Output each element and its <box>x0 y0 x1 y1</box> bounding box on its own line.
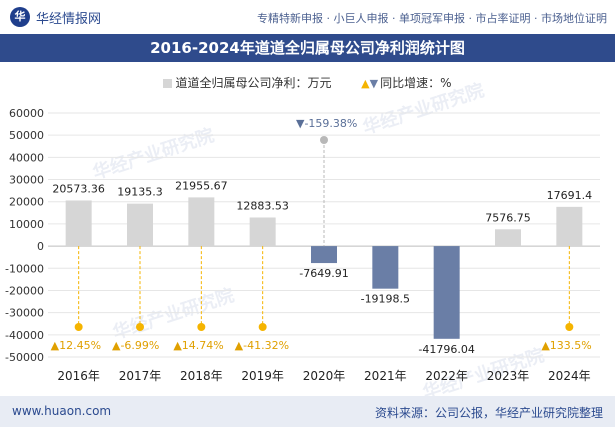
growth-label: ▼-159.38% <box>296 117 357 130</box>
legend-bar-swatch <box>163 79 173 88</box>
bar <box>65 200 92 247</box>
bar <box>556 206 583 247</box>
y-tick-label: -40000 <box>5 329 44 342</box>
brand[interactable]: 华 华经情报网 <box>10 7 101 27</box>
y-tick-label: 50000 <box>9 129 44 142</box>
x-tick-label: 2019年 <box>241 369 284 383</box>
x-tick-label: 2018年 <box>180 369 223 383</box>
y-tick-label: 0 <box>37 240 44 253</box>
growth-label: ▲-6.99% <box>112 339 159 352</box>
growth-label: ▲12.45% <box>51 339 101 352</box>
y-tick-label: -50000 <box>5 351 44 364</box>
growth-label: ▲133.5% <box>541 339 591 352</box>
chart-canvas: 60000 50000 40000 30000 20000 10000 0 -10000 -20… <box>5 107 600 383</box>
x-tick-label: 2016年 <box>57 369 100 383</box>
growth-marker <box>74 323 83 331</box>
legend-down-triangle-icon: ▼ <box>369 77 379 90</box>
footer-source: 资料来源：公司公报，华经产业研究院整理 <box>374 406 603 420</box>
bar <box>249 217 276 247</box>
y-tick-label: -20000 <box>5 284 44 297</box>
growth-marker <box>258 323 267 331</box>
growth-marker <box>136 323 144 331</box>
chart-legend: 道道全归属母公司净利：万元 ▲▼ 同比增速：% <box>0 74 615 91</box>
brand-name: 华经情报网 <box>36 11 102 27</box>
x-tick-label: 2022年 <box>425 369 468 383</box>
bar-value-label: -41796.04 <box>418 343 474 356</box>
y-tick-label: 60000 <box>9 107 44 120</box>
legend-bar-label: 道道全归属母公司净利：万元 <box>175 76 332 90</box>
y-tick-label: 10000 <box>9 218 44 231</box>
bar-value-label: -7649.91 <box>299 267 348 280</box>
y-tick-label: -30000 <box>5 307 44 320</box>
y-tick-label: 40000 <box>9 151 44 164</box>
bar-value-label: 20573.36 <box>52 182 105 195</box>
bar-value-label: -19198.5 <box>361 293 410 306</box>
bar-value-label: 12883.53 <box>236 200 289 213</box>
y-tick-label: -10000 <box>5 262 44 275</box>
bar <box>188 197 215 247</box>
bar-value-label: 21955.67 <box>175 179 228 192</box>
y-tick-label: 30000 <box>9 174 44 187</box>
bar <box>495 229 521 247</box>
x-tick-label: 2017年 <box>119 369 162 383</box>
x-tick-label: 2023年 <box>487 369 530 383</box>
growth-marker <box>565 323 574 331</box>
footer-website[interactable]: www.huaon.com <box>12 404 112 418</box>
bar <box>372 246 399 289</box>
legend-line-label: 同比增速：% <box>380 76 452 90</box>
growth-marker <box>320 136 328 144</box>
x-tick-label: 2024年 <box>548 369 591 383</box>
growth-label: ▲14.74% <box>173 339 223 352</box>
growth-label: ▲-41.32% <box>235 339 289 352</box>
x-tick-label: 2020年 <box>303 369 346 383</box>
top-bar: 华 华经情报网 专精特新申报 · 小巨人申报 · 单项冠军申报 · 市占率证明 … <box>0 0 615 34</box>
brand-logo-icon: 华 <box>10 7 30 27</box>
bar-value-label: 17691.4 <box>547 189 593 202</box>
growth-marker <box>197 323 206 331</box>
bar-value-label: 7576.75 <box>485 211 531 224</box>
x-tick-label: 2021年 <box>364 369 407 383</box>
bar <box>433 246 460 339</box>
footer: www.huaon.com 资料来源：公司公报，华经产业研究院整理 <box>0 396 615 427</box>
chart-title: 2016-2024年道道全归属母公司净利润统计图 <box>0 34 615 62</box>
legend-up-triangle-icon: ▲ <box>361 77 370 90</box>
top-nav-links[interactable]: 专精特新申报 · 小巨人申报 · 单项冠军申报 · 市占率证明 · 市场地位证明 <box>257 12 607 25</box>
bar-value-label: 19135.3 <box>117 186 163 199</box>
bar <box>127 203 153 247</box>
y-tick-label: 20000 <box>9 196 44 209</box>
bar <box>311 246 337 264</box>
